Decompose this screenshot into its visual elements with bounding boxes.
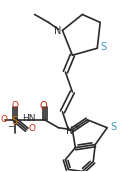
Text: O: O	[0, 115, 7, 124]
Text: HN: HN	[22, 114, 35, 123]
Text: S: S	[110, 122, 116, 132]
Text: O: O	[28, 124, 35, 133]
Text: O: O	[40, 101, 47, 111]
Text: N: N	[66, 126, 73, 136]
Text: −: −	[7, 122, 14, 131]
Text: N: N	[54, 26, 61, 36]
Text: O: O	[11, 101, 18, 110]
Text: S: S	[12, 116, 18, 126]
Text: +: +	[73, 122, 80, 131]
Text: S: S	[100, 42, 106, 52]
